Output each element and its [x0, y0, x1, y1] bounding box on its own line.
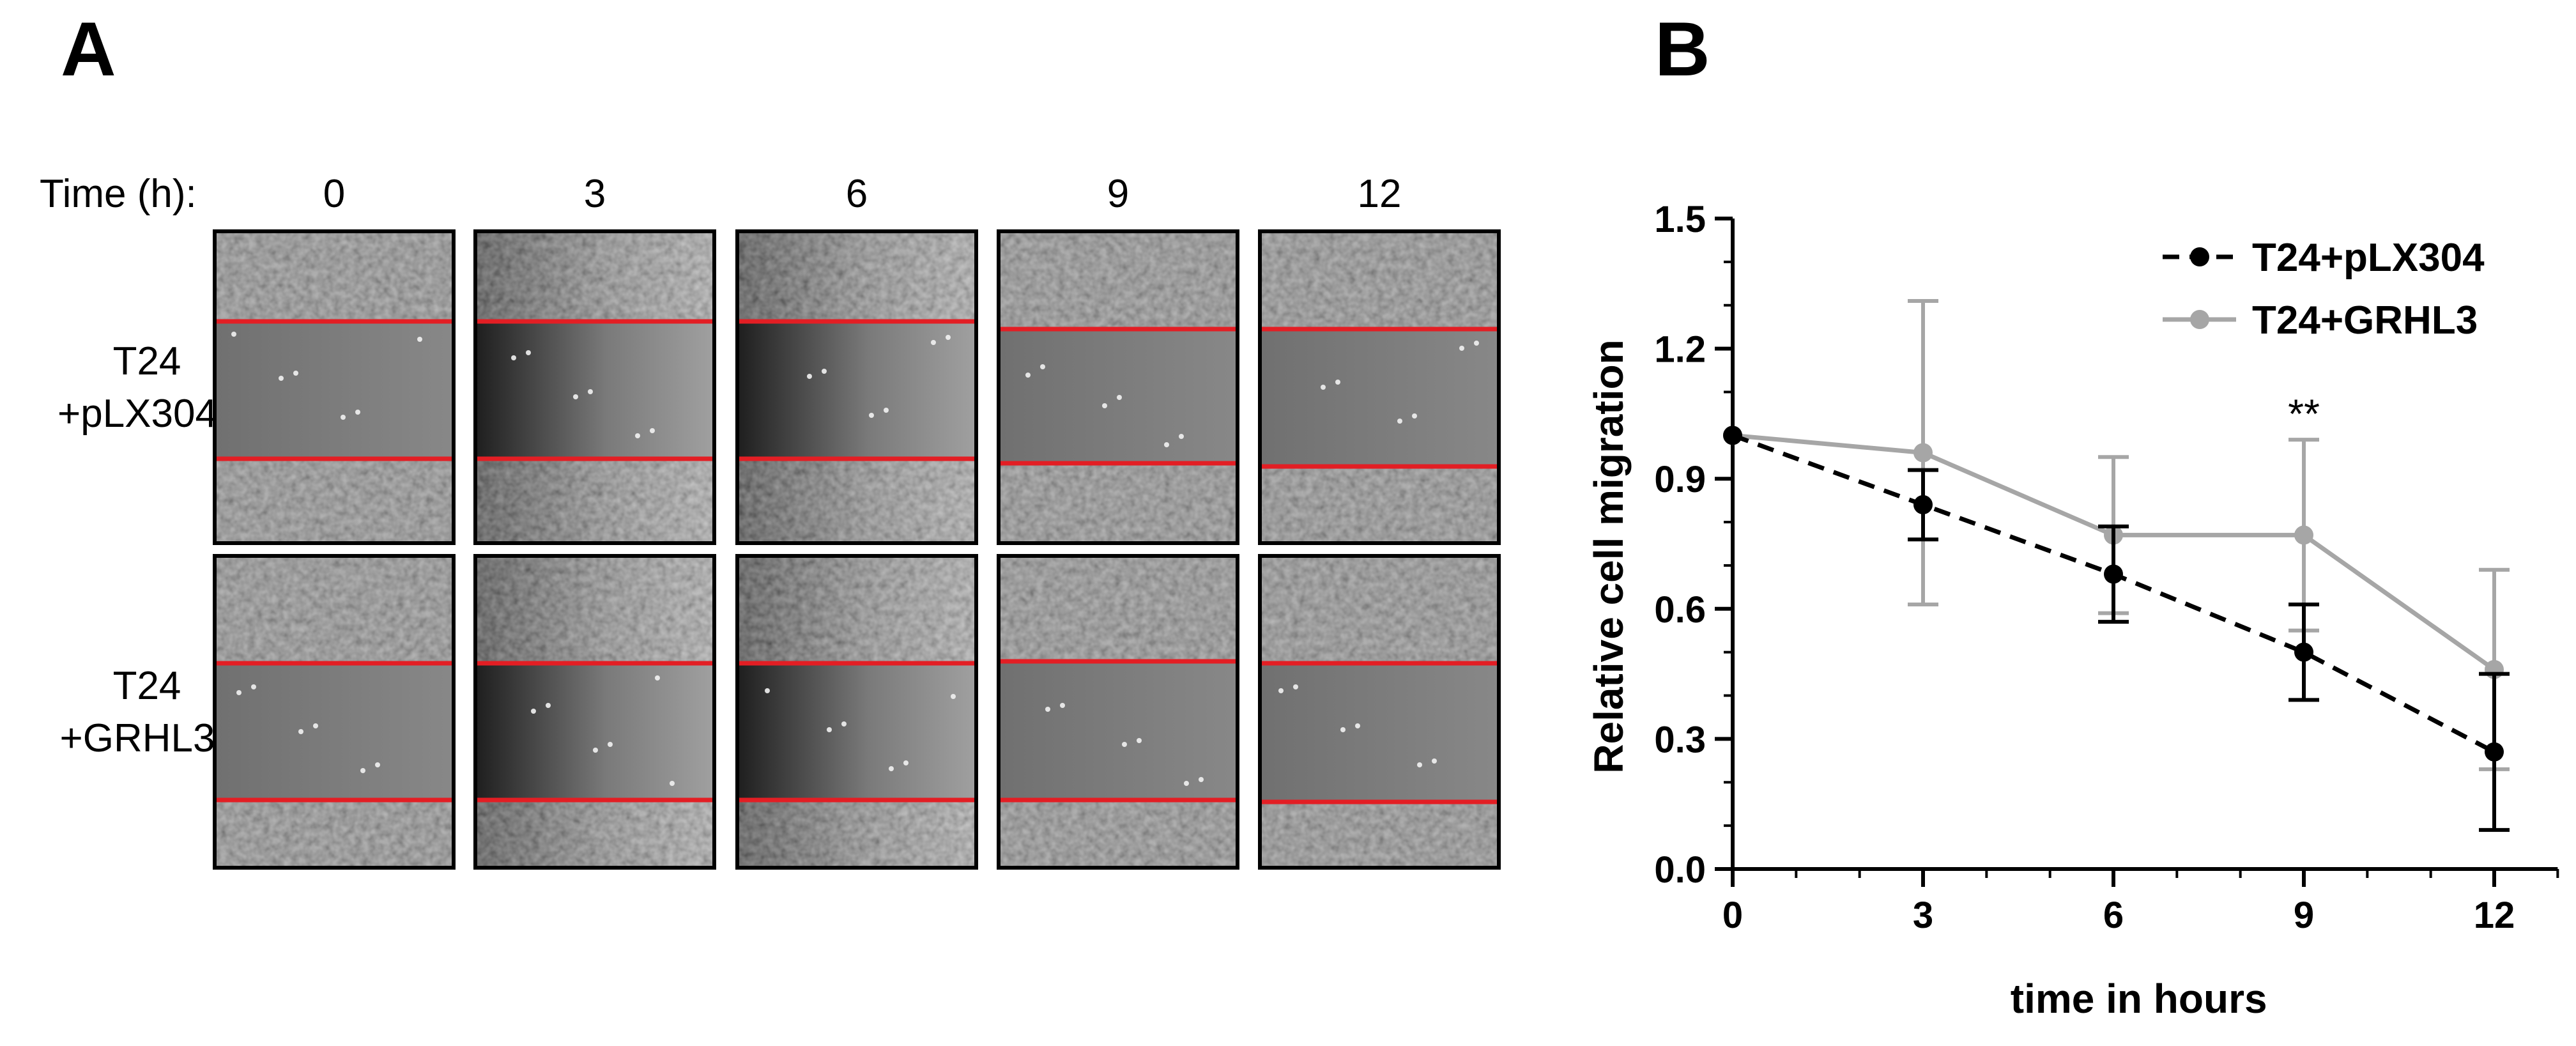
micrograph-grid	[213, 229, 1501, 870]
time-label-0: 0	[323, 172, 345, 216]
y-axis-label: Relative cell migration	[1586, 339, 1632, 773]
time-label-9: 9	[1107, 172, 1129, 216]
row-label-line2: +pLX304	[57, 392, 217, 436]
micrograph-r1-c2	[473, 229, 716, 545]
time-labels: 0 3 6 9 12	[323, 172, 1402, 216]
panel-b: B 0.0 0.3 0.6 0.9 1.2 1.5 0 3 6 9 12 time in hours R…	[1586, 6, 2559, 1022]
y-tick-label: 0.3	[1654, 719, 1706, 760]
y-tick-label: 0.0	[1654, 849, 1706, 891]
data-point	[1913, 495, 1933, 514]
y-tick-label: 0.6	[1654, 589, 1706, 631]
x-axis-label: time in hours	[2011, 976, 2267, 1022]
legend-swatch-marker	[2190, 247, 2209, 266]
x-tick-label: 3	[1913, 895, 1933, 936]
y-tick-label: 1.2	[1654, 329, 1706, 371]
micrograph-r2-c5	[1258, 554, 1501, 870]
time-label-6: 6	[846, 172, 868, 216]
data-point	[1723, 426, 1742, 445]
time-label-3: 3	[584, 172, 606, 216]
series-pLX304	[1723, 426, 2510, 832]
time-label-12: 12	[1358, 172, 1402, 216]
micrograph-r1-c1	[213, 229, 456, 545]
micrograph-r1-c4	[997, 229, 1239, 545]
data-point	[1913, 443, 1933, 463]
micrograph-r2-c3	[735, 554, 978, 870]
micrograph-r1-c5	[1258, 229, 1501, 545]
data-point	[2294, 525, 2313, 545]
y-tick-label: 1.5	[1654, 199, 1706, 240]
legend: T24+pLX304 T24+GRHL3	[2163, 236, 2485, 342]
data-point	[2485, 742, 2504, 762]
legend-label: T24+GRHL3	[2252, 298, 2478, 342]
legend-label: T24+pLX304	[2252, 236, 2485, 280]
micrograph-r2-c4	[997, 554, 1239, 870]
legend-swatch-marker	[2190, 310, 2209, 329]
row-label-line1: T24	[113, 339, 181, 383]
x-tick-label: 0	[1722, 895, 1743, 936]
x-tick-label: 12	[2474, 895, 2515, 936]
panel-a-letter: A	[61, 6, 116, 92]
x-tick-label: 6	[2103, 895, 2124, 936]
migration-chart: 0.0 0.3 0.6 0.9 1.2 1.5 0 3 6 9 12 time in hours Rel…	[1586, 199, 2559, 1022]
data-point	[2294, 642, 2313, 662]
row-label-line1: T24	[113, 664, 181, 708]
row-labels: T24 +pLX304 T24 +GRHL3	[57, 339, 217, 760]
panel-b-letter: B	[1655, 6, 1710, 92]
panel-a: A Time (h): 0 3 6 9 12 T24 +pLX304 T24 +GRHL3	[40, 6, 1501, 870]
time-label: Time (h):	[40, 172, 197, 216]
significance-annotation: **	[2288, 390, 2320, 436]
row-label-line2: +GRHL3	[60, 716, 215, 760]
data-point	[2104, 564, 2123, 584]
micrograph-r2-c1	[213, 554, 456, 870]
micrograph-r1-c3	[735, 229, 978, 545]
y-tick-label: 0.9	[1654, 459, 1706, 500]
micrograph-r2-c2	[473, 554, 716, 870]
x-tick-label: 9	[2294, 895, 2314, 936]
